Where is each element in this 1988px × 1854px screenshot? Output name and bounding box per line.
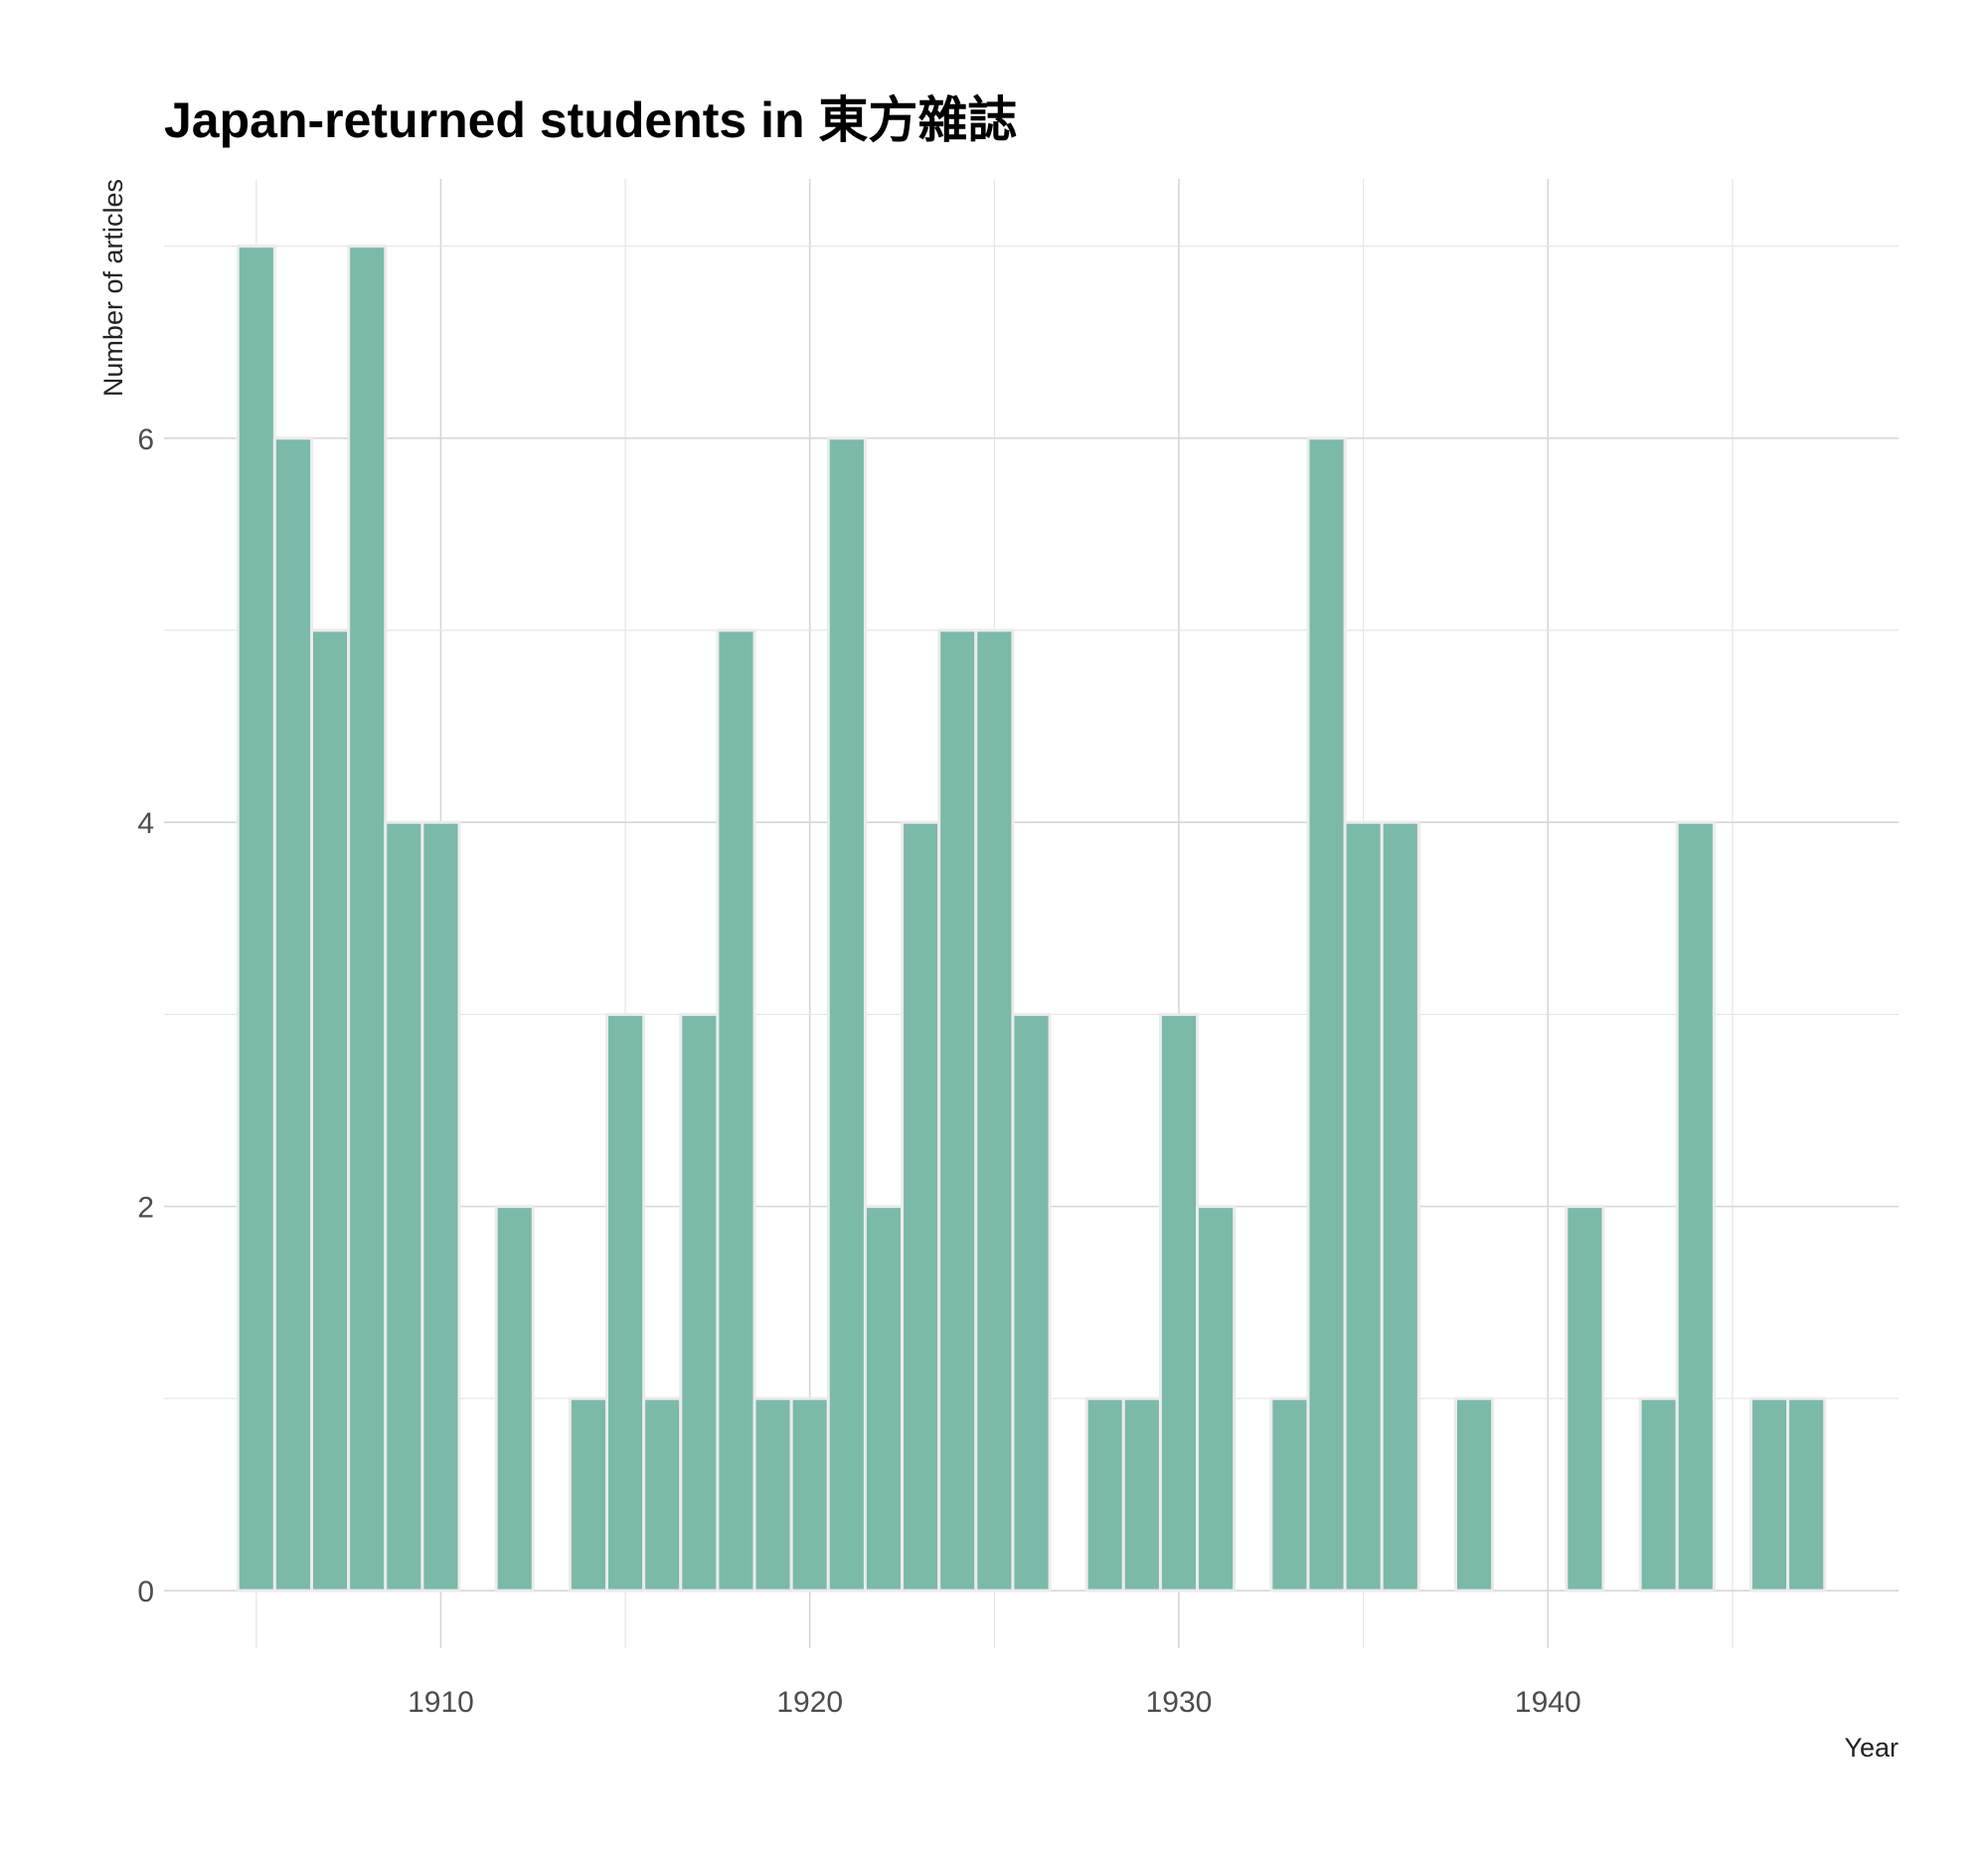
bar-1916 bbox=[642, 1397, 683, 1593]
bar-1924 bbox=[937, 628, 978, 1593]
bar-1944 bbox=[1675, 820, 1716, 1593]
bar-1947 bbox=[1786, 1397, 1827, 1593]
bar-1910 bbox=[420, 820, 461, 1593]
x-tick-label: 1910 bbox=[408, 1686, 474, 1719]
bar-1919 bbox=[752, 1397, 793, 1593]
bar-1935 bbox=[1343, 820, 1384, 1593]
x-axis-title: Year bbox=[1844, 1733, 1899, 1763]
bar-1943 bbox=[1638, 1397, 1679, 1593]
x-tick-label: 1930 bbox=[1146, 1686, 1213, 1719]
bar-1908 bbox=[347, 245, 388, 1593]
bar-1926 bbox=[1011, 1012, 1052, 1593]
y-tick-labels: 0 2 4 6 bbox=[137, 423, 154, 1608]
x-tick-labels: 1910 1920 1930 1940 bbox=[408, 1686, 1581, 1719]
y-tick-label: 2 bbox=[137, 1192, 154, 1225]
bar-1912 bbox=[494, 1205, 535, 1593]
bar-1906 bbox=[272, 436, 314, 1593]
y-tick-label: 4 bbox=[137, 807, 154, 840]
y-axis-title: Number of articles bbox=[98, 179, 128, 397]
y-tick-label: 0 bbox=[137, 1576, 154, 1608]
bar-1928 bbox=[1084, 1397, 1125, 1593]
bar-1921 bbox=[826, 436, 867, 1593]
bar-1930 bbox=[1158, 1012, 1200, 1593]
bar-1933 bbox=[1269, 1397, 1310, 1593]
bar-1929 bbox=[1121, 1397, 1162, 1593]
x-tick-label: 1940 bbox=[1515, 1686, 1581, 1719]
bar-1934 bbox=[1306, 436, 1347, 1593]
bar-1946 bbox=[1748, 1397, 1790, 1593]
bar-1941 bbox=[1565, 1205, 1605, 1593]
bar-1909 bbox=[384, 820, 424, 1593]
bar-1931 bbox=[1196, 1205, 1237, 1593]
bar-1938 bbox=[1453, 1397, 1495, 1593]
bar-1925 bbox=[974, 628, 1015, 1593]
bar-1914 bbox=[568, 1397, 609, 1593]
bars bbox=[236, 245, 1827, 1593]
bar-1922 bbox=[863, 1205, 905, 1593]
bar-1907 bbox=[310, 628, 351, 1593]
chart-title: Japan-returned students in 東方雜誌 bbox=[164, 92, 1017, 148]
bar-1918 bbox=[716, 628, 756, 1593]
x-tick-label: 1920 bbox=[776, 1686, 843, 1719]
bar-1923 bbox=[901, 820, 941, 1593]
bar-1936 bbox=[1380, 820, 1420, 1593]
bar-1920 bbox=[789, 1397, 830, 1593]
bar-1915 bbox=[605, 1012, 646, 1593]
bar-1917 bbox=[679, 1012, 720, 1593]
bar-1905 bbox=[236, 245, 276, 1593]
y-tick-label: 6 bbox=[137, 423, 154, 456]
